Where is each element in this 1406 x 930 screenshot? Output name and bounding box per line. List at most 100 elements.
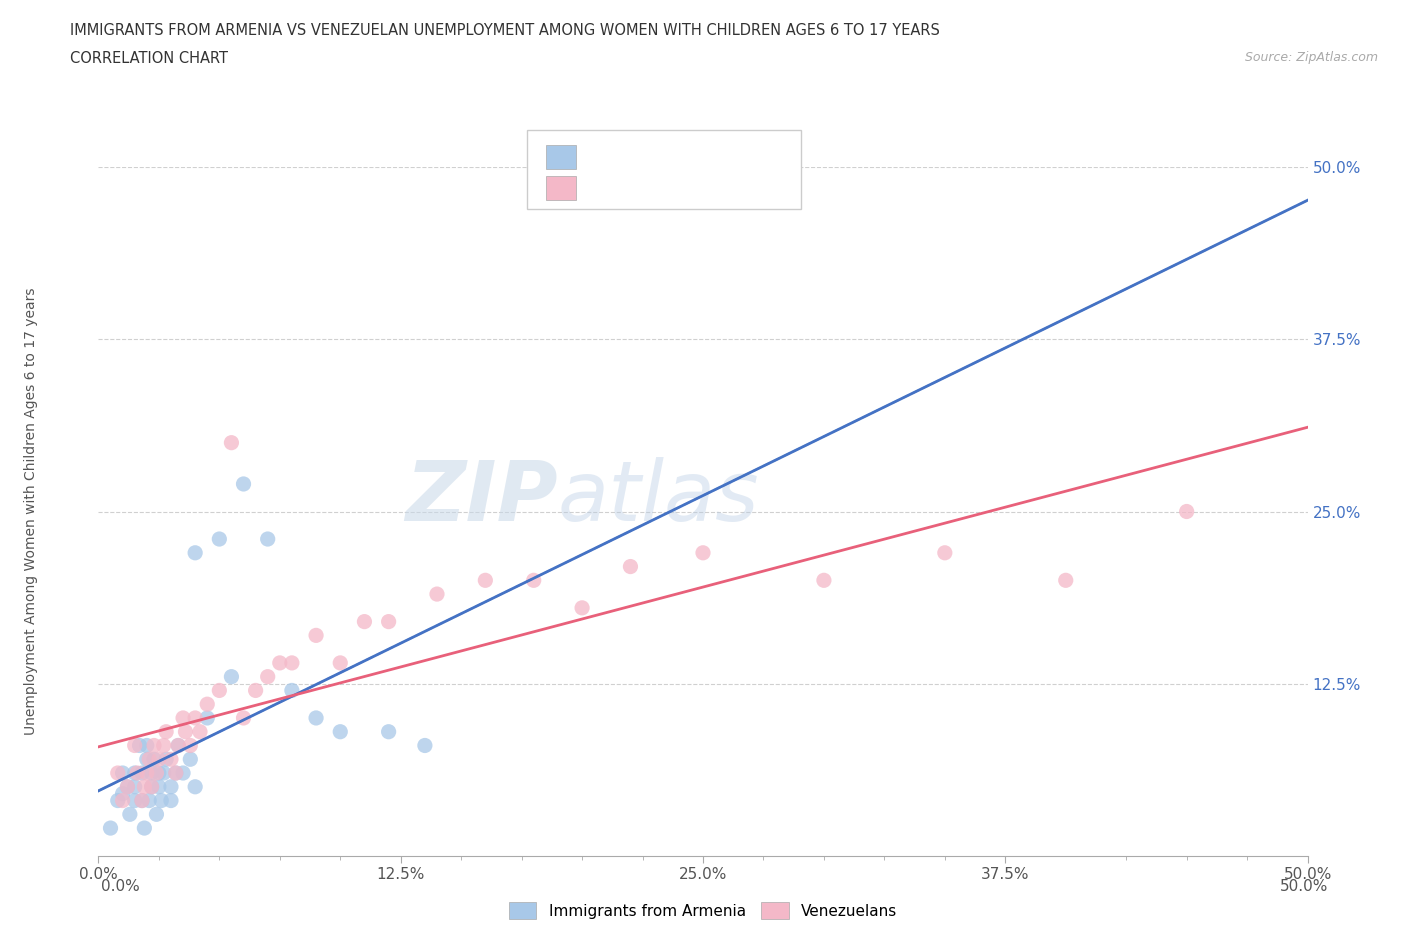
Point bbox=[474, 573, 496, 588]
Text: ZIP: ZIP bbox=[405, 458, 558, 538]
Point bbox=[329, 656, 352, 671]
Text: R =: R = bbox=[585, 179, 626, 196]
Point bbox=[135, 765, 157, 780]
Point bbox=[131, 765, 153, 780]
Point bbox=[188, 724, 211, 739]
Point bbox=[152, 765, 174, 780]
Point bbox=[692, 545, 714, 560]
Point bbox=[160, 751, 183, 766]
Point bbox=[141, 765, 163, 780]
Point bbox=[117, 779, 139, 794]
Text: CORRELATION CHART: CORRELATION CHART bbox=[70, 51, 228, 66]
Point bbox=[124, 738, 146, 753]
Point bbox=[145, 807, 167, 822]
Point bbox=[127, 765, 149, 780]
Point bbox=[245, 683, 267, 698]
Point bbox=[124, 793, 146, 808]
Point bbox=[232, 711, 254, 725]
Point bbox=[184, 779, 207, 794]
Point bbox=[118, 807, 141, 822]
Point bbox=[148, 779, 170, 794]
Point bbox=[165, 765, 187, 780]
Point bbox=[179, 738, 201, 753]
Point bbox=[160, 779, 183, 794]
Point bbox=[135, 751, 157, 766]
Point bbox=[131, 793, 153, 808]
Text: 50.0%: 50.0% bbox=[1281, 879, 1329, 894]
Point bbox=[135, 738, 157, 753]
Text: 45: 45 bbox=[702, 179, 724, 196]
Point bbox=[172, 765, 194, 780]
Point bbox=[155, 751, 177, 766]
Point bbox=[134, 820, 156, 835]
Point bbox=[619, 559, 641, 574]
Point bbox=[107, 765, 129, 780]
Point bbox=[179, 751, 201, 766]
Point bbox=[167, 738, 190, 753]
Text: N =: N = bbox=[665, 147, 713, 165]
Point bbox=[377, 724, 399, 739]
Point bbox=[232, 476, 254, 491]
Point bbox=[195, 711, 218, 725]
Text: 0.010: 0.010 bbox=[623, 147, 675, 165]
Point bbox=[124, 765, 146, 780]
Point bbox=[111, 793, 134, 808]
Point bbox=[281, 683, 304, 698]
Point bbox=[523, 573, 546, 588]
Text: Unemployment Among Women with Children Ages 6 to 17 years: Unemployment Among Women with Children A… bbox=[24, 287, 38, 736]
Point bbox=[138, 751, 160, 766]
Point bbox=[155, 724, 177, 739]
Point bbox=[117, 779, 139, 794]
Text: IMMIGRANTS FROM ARMENIA VS VENEZUELAN UNEMPLOYMENT AMONG WOMEN WITH CHILDREN AGE: IMMIGRANTS FROM ARMENIA VS VENEZUELAN UN… bbox=[70, 23, 941, 38]
Point bbox=[143, 751, 166, 766]
Point bbox=[134, 779, 156, 794]
Text: 43: 43 bbox=[702, 147, 725, 165]
Text: atlas: atlas bbox=[558, 458, 759, 538]
Point bbox=[305, 628, 328, 643]
Point bbox=[426, 587, 449, 602]
Point bbox=[208, 532, 231, 547]
Point bbox=[377, 614, 399, 629]
Text: 0.313: 0.313 bbox=[623, 179, 675, 196]
Point bbox=[221, 435, 243, 450]
Point bbox=[145, 765, 167, 780]
Point bbox=[150, 793, 173, 808]
Point bbox=[148, 751, 170, 766]
Text: 0.0%: 0.0% bbox=[101, 879, 141, 894]
Point bbox=[813, 573, 835, 588]
Point bbox=[141, 779, 163, 794]
Point bbox=[329, 724, 352, 739]
Point bbox=[934, 545, 956, 560]
Point bbox=[100, 820, 122, 835]
Point bbox=[174, 724, 197, 739]
Point bbox=[111, 786, 134, 801]
Text: R =: R = bbox=[585, 147, 621, 165]
Point bbox=[1054, 573, 1077, 588]
Point bbox=[256, 532, 278, 547]
Point bbox=[256, 670, 278, 684]
Point bbox=[413, 738, 436, 753]
Point bbox=[167, 738, 190, 753]
Legend: Immigrants from Armenia, Venezuelans: Immigrants from Armenia, Venezuelans bbox=[502, 894, 904, 927]
Point bbox=[221, 670, 243, 684]
Point bbox=[184, 711, 207, 725]
Point bbox=[111, 765, 134, 780]
Point bbox=[131, 793, 153, 808]
Point bbox=[165, 765, 187, 780]
Point bbox=[269, 656, 291, 671]
Point bbox=[305, 711, 328, 725]
Point bbox=[281, 656, 304, 671]
Point bbox=[148, 765, 170, 780]
Point bbox=[138, 793, 160, 808]
Point bbox=[152, 738, 174, 753]
Point bbox=[141, 779, 163, 794]
Point bbox=[353, 614, 375, 629]
Text: N =: N = bbox=[665, 179, 713, 196]
Point bbox=[184, 545, 207, 560]
Point bbox=[128, 738, 150, 753]
Point bbox=[107, 793, 129, 808]
Point bbox=[124, 779, 146, 794]
Point bbox=[160, 793, 183, 808]
Point bbox=[172, 711, 194, 725]
Point bbox=[143, 738, 166, 753]
